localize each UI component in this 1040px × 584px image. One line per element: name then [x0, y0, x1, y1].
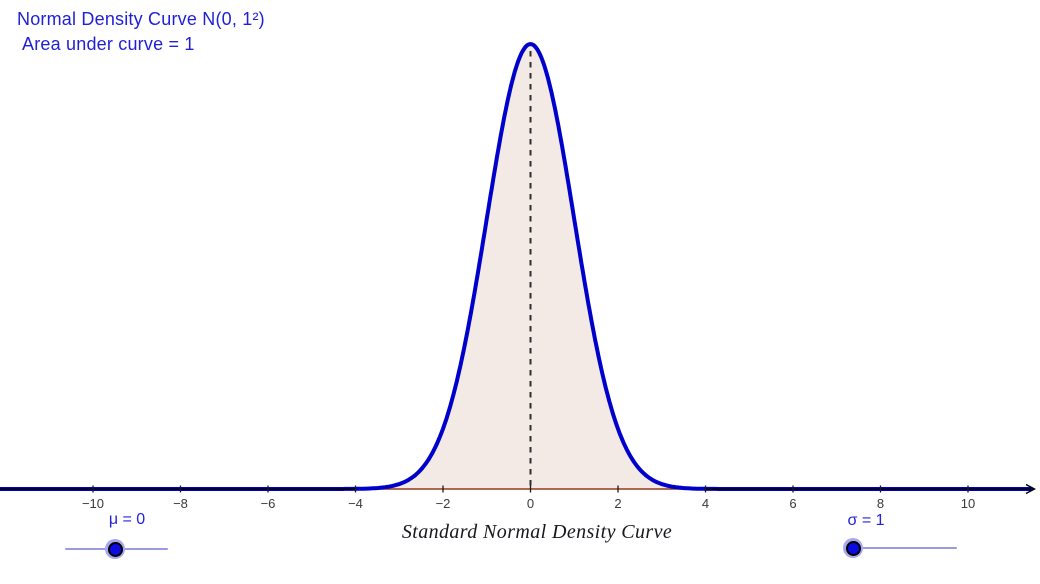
x-axis-tick-label: 2	[614, 496, 621, 511]
chart-subtitle: Area under curve = 1	[22, 34, 195, 54]
sigma-slider[interactable]	[843, 538, 957, 558]
x-axis-tick-label: 10	[961, 496, 975, 511]
sigma-slider-handle[interactable]	[843, 538, 863, 558]
mu-slider-label: μ = 0	[108, 511, 146, 528]
sigma-slider-track[interactable]	[845, 547, 957, 549]
x-axis-arrow-icon	[1025, 483, 1036, 495]
x-axis-tick-label: 4	[702, 496, 709, 511]
x-axis-tick-label: 0	[527, 496, 534, 511]
sigma-slider-knob[interactable]	[845, 540, 861, 556]
x-axis-tick-label: −6	[261, 496, 276, 511]
mu-slider-handle[interactable]	[105, 539, 125, 559]
x-axis-tick-label: −4	[348, 496, 363, 511]
x-axis-tick-label: −2	[436, 496, 451, 511]
chart-title: Normal Density Curve N(0, 1²)	[17, 9, 265, 29]
x-axis-tick-label: 8	[877, 496, 884, 511]
area-under-curve	[0, 44, 1032, 489]
chart-caption: Standard Normal Density Curve	[401, 521, 673, 543]
x-axis-tick-label: −8	[173, 496, 188, 511]
mu-slider[interactable]	[65, 539, 168, 559]
sigma-slider-label: σ = 1	[847, 512, 885, 529]
x-axis-tick-label: 6	[789, 496, 796, 511]
mu-slider-knob[interactable]	[107, 541, 123, 557]
x-axis-tick-label: −10	[82, 496, 104, 511]
